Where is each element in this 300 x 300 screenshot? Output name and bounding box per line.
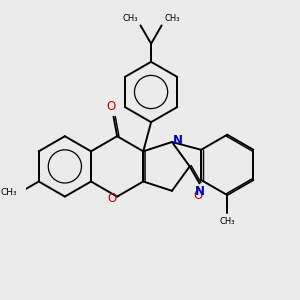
Text: O: O [106,100,116,113]
Text: CH₃: CH₃ [164,14,180,23]
Text: O: O [194,189,202,202]
Text: CH₃: CH₃ [220,217,235,226]
Text: CH₃: CH₃ [1,188,17,196]
Text: CH₃: CH₃ [123,14,138,23]
Text: N: N [172,134,182,147]
Text: O: O [107,192,116,205]
Text: N: N [195,185,205,198]
